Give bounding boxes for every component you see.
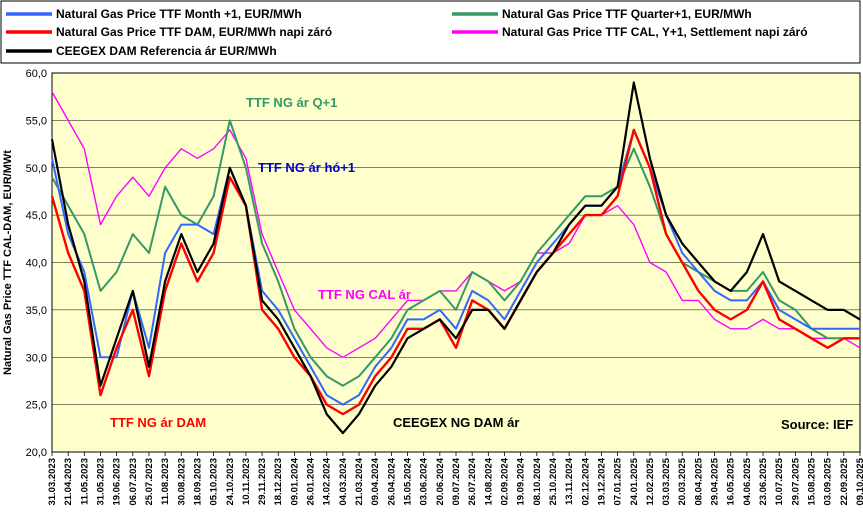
annotation: TTF NG CAL ár — [318, 287, 411, 302]
legend-label: Natural Gas Price TTF Quarter+1, EUR/MWh — [502, 7, 752, 21]
y-tick-label: 20,0 — [26, 447, 47, 459]
x-tick-label: 26.07.2024 — [467, 457, 478, 505]
y-axis-title: Natural Gas Price TTF CAL-DAM, EUR/MWt — [2, 150, 14, 375]
x-tick-label: 19.09.2024 — [516, 457, 527, 505]
x-tick-label: 04.06.2025 — [742, 457, 753, 505]
grid — [52, 72, 860, 453]
x-tick-label: 16.05.2025 — [726, 457, 737, 505]
annotation: TTF NG ár Q+1 — [246, 95, 337, 110]
x-tick-label: 14.02.2024 — [322, 457, 333, 505]
x-tick-label: 10.11.2023 — [241, 458, 252, 505]
x-tick-label: 10.07.2025 — [774, 457, 785, 505]
x-tick-label: 03.09.2025 — [823, 457, 834, 505]
series-line — [50, 128, 860, 416]
legend-label: Natural Gas Price TTF CAL, Y+1, Settleme… — [502, 25, 808, 39]
x-tick-label: 29.07.2025 — [790, 457, 801, 505]
x-tick-label: 25.10.2024 — [548, 457, 559, 505]
y-tick-label: 25,0 — [26, 400, 47, 412]
x-tick-label: 14.08.2024 — [483, 457, 494, 505]
x-tick-label: 11.05.2023 — [79, 458, 90, 505]
series-line — [51, 91, 861, 358]
y-tick-label: 60,0 — [26, 68, 47, 80]
x-tick-label: 03.06.2024 — [419, 457, 430, 505]
y-tick-label: 55,0 — [26, 115, 47, 127]
annotation: Source: IEF — [781, 417, 853, 432]
legend: Natural Gas Price TTF Month +1, EUR/MWh N… — [6, 7, 808, 58]
x-tick-label: 07.01.2025 — [613, 457, 624, 505]
x-tick-label: 24.10.2023 — [225, 458, 236, 506]
x-tick-label: 09.07.2024 — [451, 457, 462, 505]
y-ticks: 20,0 25,0 30,0 35,0 40,0 45,0 50,0 55,0 60,0 — [26, 68, 47, 459]
series-lines — [50, 81, 861, 435]
x-tick-label: 26.04.2024 — [386, 457, 397, 505]
legend-label: Natural Gas Price TTF DAM, EUR/MWh napi … — [56, 25, 332, 39]
x-tick-label: 02.12.2024 — [580, 457, 591, 505]
x-tick-label: 15.05.2024 — [403, 457, 414, 505]
x-tick-label: 19.12.2024 — [596, 457, 607, 505]
legend-label: CEEGEX DAM Referencia ár EUR/MWh — [56, 44, 277, 58]
y-tick-label: 40,0 — [26, 258, 47, 270]
x-tick-label: 13.11.2024 — [564, 457, 575, 505]
x-tick-label: 20.06.2024 — [435, 457, 446, 505]
x-tick-label: 29.04.2025 — [710, 457, 721, 505]
legend-box — [0, 0, 861, 64]
annotation: CEEGEX NG DAM ár — [393, 415, 519, 430]
x-tick-label: 09.04.2024 — [370, 457, 381, 505]
x-tick-label: 31.05.2023 — [95, 458, 106, 506]
x-tick-label: 02.09.2024 — [499, 457, 510, 505]
annotations: TTF NG ár Q+1 TTF NG ár hó+1 TTF NG CAL ár… — [110, 95, 853, 432]
x-tick-label: 31.03.2023 — [47, 458, 58, 506]
x-tick-label: 15.08.2025 — [807, 457, 818, 505]
x-tick-label: 22.09.2025 — [839, 457, 850, 505]
series-line — [50, 81, 861, 435]
x-tick-label: 29.11.2023 — [257, 458, 268, 505]
x-tick-label: 11.08.2023 — [160, 458, 171, 505]
x-tick-label: 30.08.2023 — [176, 458, 187, 506]
x-tick-label: 09.10.2025 — [855, 457, 863, 505]
x-tick-label: 18.09.2023 — [192, 458, 203, 506]
x-tick-label: 12.02.2025 — [645, 457, 656, 505]
x-tick-label: 05.10.2023 — [209, 458, 220, 506]
y-tick-label: 50,0 — [26, 163, 47, 175]
x-tick-label: 18.12.2023 — [273, 458, 284, 506]
x-tick-label: 06.07.2023 — [128, 458, 139, 506]
annotation: TTF NG ár hó+1 — [258, 160, 355, 175]
x-tick-label: 21.04.2023 — [63, 458, 74, 506]
x-tick-label: 08.04.2025 — [693, 457, 704, 505]
x-tick-label: 20.03.2025 — [677, 457, 688, 505]
x-tick-label: 24.01.2025 — [629, 457, 640, 505]
series-line — [51, 128, 860, 406]
x-tick-label: 03.03.2025 — [661, 457, 672, 505]
x-tick-label: 23.06.2025 — [758, 457, 769, 505]
x-tick-label: 09.01.2024 — [289, 457, 300, 505]
y-tick-label: 30,0 — [26, 352, 47, 364]
x-ticks: 31.03.2023 21.04.2023 11.05.2023 31.05.2023… — [47, 452, 863, 506]
annotation: TTF NG ár DAM — [110, 415, 206, 430]
y-tick-label: 45,0 — [26, 210, 47, 222]
legend-label: Natural Gas Price TTF Month +1, EUR/MWh — [56, 7, 302, 21]
x-tick-label: 25.07.2023 — [144, 458, 155, 506]
x-tick-label: 08.10.2024 — [532, 457, 543, 505]
x-tick-label: 19.06.2023 — [112, 458, 123, 506]
y-tick-label: 35,0 — [26, 305, 47, 317]
x-tick-label: 26.01.2024 — [306, 457, 317, 505]
x-tick-label: 21.03.2024 — [354, 457, 365, 505]
x-tick-label: 04.03.2024 — [338, 457, 349, 505]
